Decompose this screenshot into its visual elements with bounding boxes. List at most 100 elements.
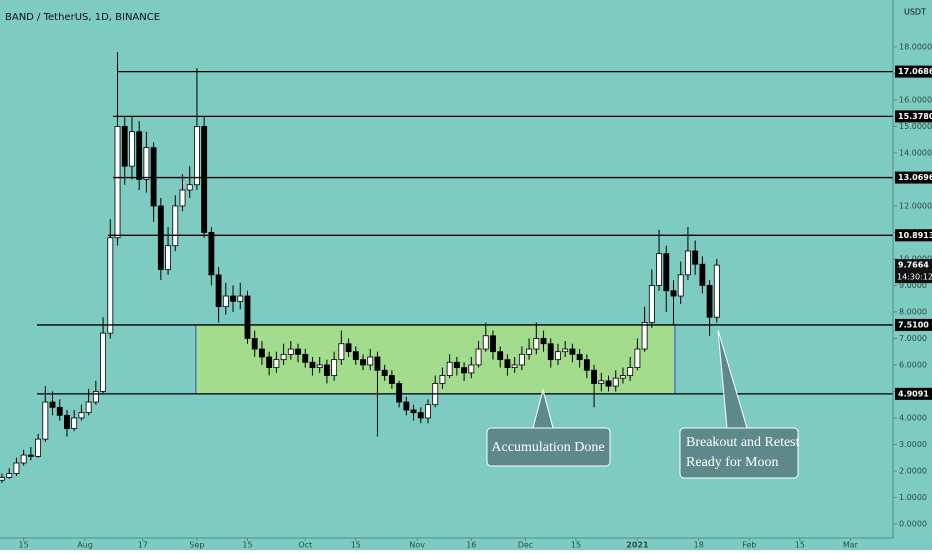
level-label-bg (895, 229, 932, 242)
level-label-bg (895, 171, 932, 184)
candle-body (374, 356, 381, 371)
candle-body (634, 348, 641, 368)
level-label-bg (895, 387, 932, 400)
candle-body (85, 401, 92, 414)
candle-body (13, 462, 20, 474)
candle-body (656, 253, 662, 286)
candle-body (179, 189, 186, 207)
candle-body (540, 338, 547, 345)
level-label-bg (895, 318, 932, 331)
candle-body (569, 348, 576, 355)
y-tick-label: 8.0000 (899, 307, 927, 316)
candle-body (215, 274, 222, 308)
y-tick-label: 16.0000 (899, 95, 932, 104)
candle-body (316, 364, 323, 368)
candle-body (150, 147, 157, 207)
candle-body (360, 359, 366, 366)
candle-body (78, 412, 85, 419)
candle-body (446, 361, 453, 376)
countdown-label: 14:30:12 (897, 273, 932, 282)
candle-body (309, 361, 316, 368)
level-label-bg (895, 110, 932, 123)
level-label: 13.0696 (898, 173, 932, 182)
candle-body (201, 126, 208, 233)
candle-body (49, 401, 56, 408)
candle-body (71, 417, 78, 429)
candle-body (143, 147, 150, 180)
candle-body (620, 375, 626, 379)
y-tick-label: 2.0000 (899, 466, 927, 475)
x-tick-label: 16 (466, 541, 476, 550)
candle-body (417, 412, 424, 419)
y-tick-label: 15.0000 (899, 122, 932, 131)
candle-body (583, 359, 590, 371)
y-tick-label: 3.0000 (899, 440, 927, 449)
candle-body (461, 367, 468, 374)
candle-body (425, 404, 431, 419)
candle-body (56, 406, 63, 416)
candle-body (107, 237, 114, 334)
candle-body (222, 295, 229, 308)
x-tick-label: 15 (242, 541, 252, 550)
candle-body (20, 454, 27, 464)
callout-box (679, 427, 799, 479)
annotations: Accumulation Done Breakout and Retest Re… (486, 329, 800, 479)
x-tick-label: Sep (189, 541, 204, 550)
candle-body (612, 377, 619, 387)
candle-body (706, 285, 713, 318)
candle-body (42, 401, 49, 440)
candle-body (490, 335, 496, 353)
level-label: 4.9091 (898, 389, 929, 398)
y-tick-label: 12.0000 (899, 201, 932, 210)
y-tick-label: 10.0000 (899, 254, 932, 263)
candle-body (685, 250, 691, 276)
candle-body (331, 359, 338, 376)
annotation-text: Ready for Moon (686, 455, 779, 470)
y-tick-label: 1.0000 (899, 493, 927, 502)
y-tick-label: 0.0000 (899, 519, 927, 528)
y-tick-label: 7.0000 (899, 334, 927, 343)
annotation-text: Accumulation Done (491, 440, 604, 455)
currency-label: USDT (904, 8, 926, 17)
candle-body (641, 322, 648, 350)
candle-body (251, 338, 258, 350)
candle-body (692, 250, 699, 265)
candle-body (591, 369, 597, 384)
candle-body (468, 364, 475, 374)
candle-body (497, 351, 504, 361)
candle-body (172, 205, 179, 247)
x-tick-label: 15 (571, 541, 581, 550)
candle-body (598, 380, 605, 384)
candle-body (0, 477, 5, 481)
candle-body (194, 126, 200, 186)
candle-body (576, 353, 583, 361)
candle-body (345, 343, 352, 353)
candle-body (663, 253, 670, 292)
candle-body (504, 359, 511, 368)
candle-body (273, 359, 280, 368)
candle-body (186, 184, 193, 191)
candle-body (100, 332, 107, 392)
annotation-text: Breakout and Retest (686, 435, 800, 450)
x-tick-label: 15 (795, 541, 805, 550)
x-tick-label: 2021 (626, 541, 649, 550)
candle-body (6, 473, 13, 478)
candle-body (27, 454, 34, 457)
candle-body (230, 295, 236, 302)
callout-box (486, 427, 611, 467)
candle-body (627, 367, 634, 376)
candle-body (136, 131, 143, 180)
candle-body (323, 364, 330, 376)
candle-body (295, 348, 301, 355)
candle-body (129, 131, 135, 167)
candle-body (562, 348, 569, 353)
candle-body (670, 290, 677, 297)
candle-body (547, 343, 554, 361)
candle-body (396, 383, 403, 403)
y-tick-label: 6.0000 (899, 360, 927, 369)
x-tick-label: 15 (351, 541, 361, 550)
candle-body (258, 348, 265, 358)
candle-body (338, 343, 345, 361)
level-label: 10.8913 (898, 231, 932, 240)
